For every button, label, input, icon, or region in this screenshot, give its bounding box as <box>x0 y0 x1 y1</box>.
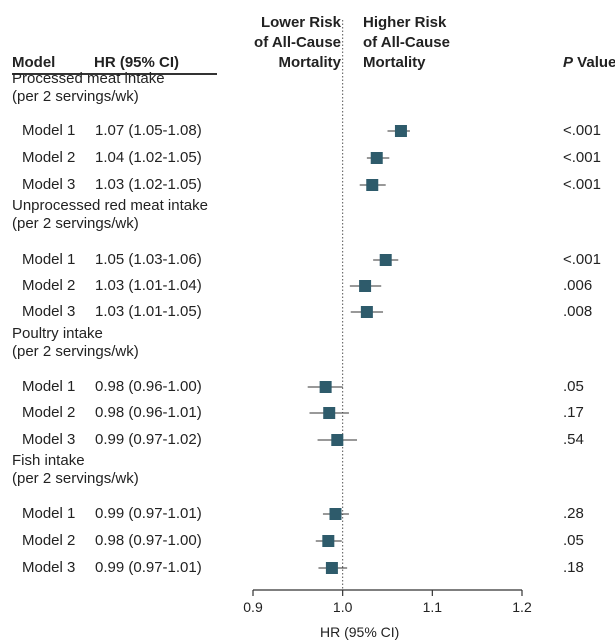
row-hr-text: 1.05 (1.03-1.06) <box>95 251 202 268</box>
higher-risk-label-line-3: Mortality <box>363 54 426 71</box>
row-p-value: .54 <box>563 431 584 448</box>
lower-risk-label-line-2: of All-Cause <box>254 34 341 51</box>
group-label: (per 2 servings/wk) <box>12 215 139 232</box>
x-tick-label: 1.2 <box>512 599 532 615</box>
hr-marker <box>322 535 335 547</box>
row-hr-text: 0.99 (0.97-1.01) <box>95 559 202 576</box>
column-header-model: Model <box>12 54 56 71</box>
row-model-label: Model 1 <box>22 378 76 395</box>
hr-marker <box>331 434 344 446</box>
row-p-value: .008 <box>563 303 593 320</box>
row-model-label: Model 2 <box>22 277 76 294</box>
row-hr-text: 1.07 (1.05-1.08) <box>95 122 202 139</box>
group-label: (per 2 servings/wk) <box>12 470 139 487</box>
row-p-value: <.001 <box>563 122 601 139</box>
hr-marker <box>359 280 372 292</box>
x-tick-label: 0.9 <box>243 599 263 615</box>
x-tick-label: 1.1 <box>423 599 443 615</box>
group-label: (per 2 servings/wk) <box>12 343 139 360</box>
hr-marker <box>329 508 342 520</box>
group-label: Processed meat intake <box>12 70 165 87</box>
hr-marker <box>366 179 379 191</box>
row-model-label: Model 1 <box>22 251 76 268</box>
hr-marker <box>319 381 332 393</box>
hr-marker <box>370 152 383 164</box>
row-hr-text: 0.99 (0.97-1.01) <box>95 505 202 522</box>
header-rule <box>12 73 217 75</box>
row-p-value: .05 <box>563 532 584 549</box>
hr-marker <box>323 407 336 419</box>
row-p-value: .05 <box>563 378 584 395</box>
row-p-value: .17 <box>563 404 584 421</box>
row-hr-text: 1.03 (1.01-1.04) <box>95 277 202 294</box>
row-model-label: Model 1 <box>22 505 76 522</box>
group-label: Fish intake <box>12 452 85 469</box>
higher-risk-label-line-1: Higher Risk <box>363 14 447 31</box>
row-hr-text: 1.03 (1.01-1.05) <box>95 303 202 320</box>
hr-marker <box>325 562 338 574</box>
row-p-value: .006 <box>563 277 593 294</box>
row-hr-text: 0.98 (0.96-1.01) <box>95 404 202 421</box>
hr-marker <box>360 306 373 318</box>
row-model-label: Model 3 <box>22 431 76 448</box>
group-label: Unprocessed red meat intake <box>12 197 208 214</box>
x-axis-title: HR (95% CI) <box>320 624 400 640</box>
row-hr-text: 1.03 (1.02-1.05) <box>95 176 202 193</box>
group-label: (per 2 servings/wk) <box>12 88 139 105</box>
lower-risk-label-line-1: Lower Risk <box>260 14 341 31</box>
row-p-value: <.001 <box>563 176 601 193</box>
row-hr-text: 1.04 (1.02-1.05) <box>95 149 202 166</box>
row-model-label: Model 3 <box>22 176 76 193</box>
column-header-p-value: P Value <box>563 54 615 72</box>
row-p-value: .18 <box>563 559 584 576</box>
row-model-label: Model 2 <box>22 149 76 166</box>
lower-risk-label-line-3: Mortality <box>278 54 341 71</box>
row-p-value: <.001 <box>563 251 601 268</box>
column-header-hr: HR (95% CI) <box>94 54 180 71</box>
p-value-suffix: Value <box>573 54 615 71</box>
row-model-label: Model 3 <box>22 559 76 576</box>
row-p-value: <.001 <box>563 149 601 166</box>
x-tick-label: 1.0 <box>333 599 353 615</box>
p-value-italic-p: P <box>563 54 574 71</box>
row-model-label: Model 2 <box>22 532 76 549</box>
row-hr-text: 0.98 (0.97-1.00) <box>95 532 202 549</box>
row-p-value: .28 <box>563 505 584 522</box>
higher-risk-label-line-2: of All-Cause <box>363 34 450 51</box>
group-label: Poultry intake <box>12 325 103 342</box>
row-model-label: Model 3 <box>22 303 76 320</box>
row-model-label: Model 1 <box>22 122 76 139</box>
hr-marker <box>379 254 392 266</box>
row-hr-text: 0.99 (0.97-1.02) <box>95 431 202 448</box>
row-model-label: Model 2 <box>22 404 76 421</box>
row-hr-text: 0.98 (0.96-1.00) <box>95 378 202 395</box>
hr-marker <box>394 125 407 137</box>
